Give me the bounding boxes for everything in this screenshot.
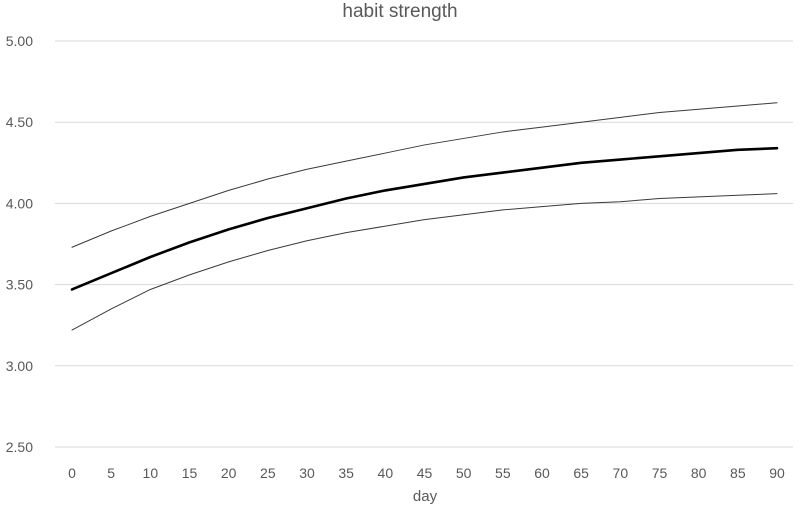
x-tick-label: 55 <box>495 465 511 481</box>
y-tick-label: 3.50 <box>6 277 33 293</box>
x-tick-label: 10 <box>143 465 159 481</box>
x-tick-label: 35 <box>338 465 354 481</box>
y-tick-label: 2.50 <box>6 439 33 455</box>
x-tick-label: 40 <box>378 465 394 481</box>
x-tick-label: 15 <box>182 465 198 481</box>
x-tick-label: 50 <box>456 465 472 481</box>
x-tick-label: 25 <box>260 465 276 481</box>
x-tick-label: 45 <box>417 465 433 481</box>
y-tick-label: 4.00 <box>6 195 33 211</box>
x-tick-label: 0 <box>68 465 76 481</box>
lower-bound-line <box>71 193 778 331</box>
x-tick-label: 60 <box>534 465 550 481</box>
x-tick-label: 85 <box>730 465 746 481</box>
y-tick-label: 4.50 <box>6 114 33 130</box>
x-tick-label: 30 <box>299 465 315 481</box>
x-tick-label: 75 <box>652 465 668 481</box>
x-tick-label: 5 <box>107 465 115 481</box>
x-tick-label: 80 <box>691 465 707 481</box>
mean-line <box>70 146 779 291</box>
x-axis-title: day <box>412 488 438 505</box>
chart-title: habit strength <box>342 1 458 22</box>
x-tick-label: 90 <box>769 465 785 481</box>
x-tick-label: 20 <box>221 465 237 481</box>
x-tick-label: 70 <box>613 465 629 481</box>
y-tick-label: 5.00 <box>6 33 33 49</box>
x-tick-label: 65 <box>573 465 589 481</box>
upper-bound-line <box>71 102 778 248</box>
y-tick-label: 3.00 <box>6 358 33 374</box>
